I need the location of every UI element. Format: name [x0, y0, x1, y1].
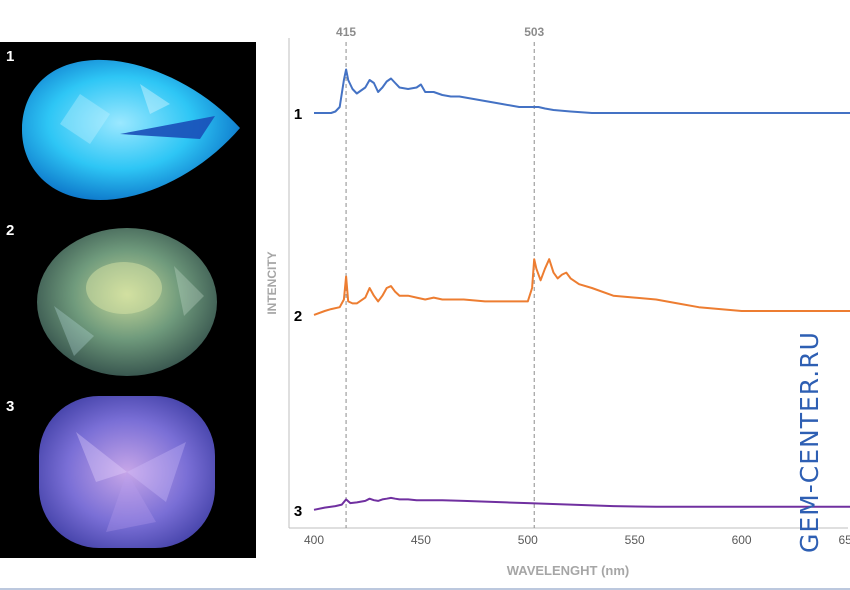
series-labels: 1 2 3	[294, 106, 302, 520]
x-axis-title: WAVELENGHT (nm)	[507, 563, 630, 578]
x-tick-label: 550	[625, 533, 645, 547]
watermark-text: GEM-CENTER.RU	[795, 331, 824, 553]
series-label-3: 3	[294, 503, 302, 520]
series-line-1	[314, 68, 850, 114]
gem-photo-3	[39, 396, 215, 548]
marker-label: 503	[524, 25, 544, 39]
wavelength-markers: 415503787793	[336, 25, 545, 528]
x-tick-label: 450	[411, 533, 431, 547]
x-tick-label: 600	[732, 533, 752, 547]
spectrum-series	[313, 68, 850, 511]
series-label-1: 1	[294, 106, 302, 123]
gem-photo-1	[22, 59, 240, 200]
x-tick-label: 500	[518, 533, 538, 547]
bottom-rule	[0, 588, 850, 590]
chart-axes	[288, 38, 848, 529]
x-tick-label: 650	[838, 533, 850, 547]
photo-label-1: 1	[6, 48, 15, 65]
series-label-2: 2	[294, 308, 302, 325]
y-axis-title: INTENCITY	[265, 251, 279, 314]
x-tick-label: 400	[304, 533, 324, 547]
gem-photo-panel: 1 2 3	[0, 42, 256, 558]
photo-label-3: 3	[6, 398, 15, 415]
series-line-2	[313, 258, 850, 316]
photo-label-2: 2	[6, 222, 15, 239]
x-tick-labels: 400450500550600650700750800	[304, 533, 850, 547]
marker-label: 415	[336, 25, 356, 39]
series-line-3	[313, 496, 850, 511]
gem-photo-2	[37, 228, 217, 376]
